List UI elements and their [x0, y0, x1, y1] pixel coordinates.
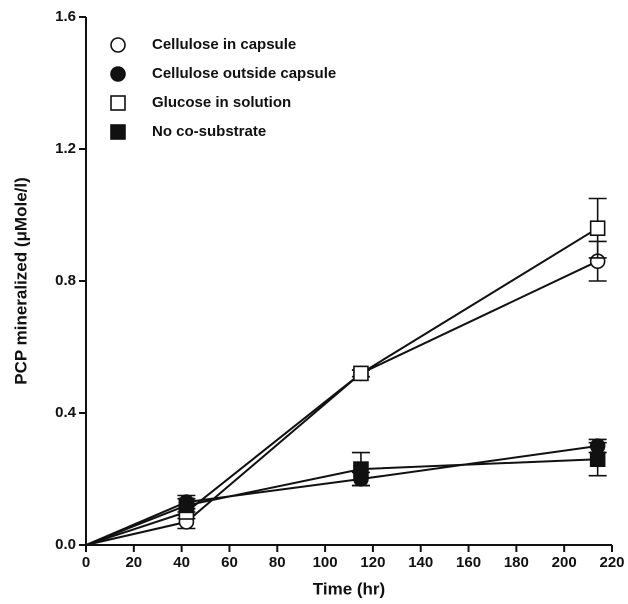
y-tick-label: 0.8 — [55, 272, 76, 289]
data-point — [353, 461, 369, 477]
series-line — [85, 458, 598, 546]
x-tick-label: 180 — [504, 554, 529, 571]
x-tick-label: 20 — [125, 554, 142, 571]
y-tick-label: 0.0 — [55, 536, 76, 553]
legend-marker — [110, 95, 126, 111]
data-point — [353, 365, 369, 382]
legend-label: Glucose in solution — [152, 94, 291, 111]
x-tick-label: 220 — [599, 554, 624, 571]
x-tick-label: 0 — [82, 554, 90, 571]
legend-marker — [110, 37, 126, 53]
x-tick-label: 80 — [269, 554, 286, 571]
x-tick-label: 60 — [221, 554, 238, 571]
series-line — [85, 445, 598, 546]
legend-marker — [110, 124, 126, 140]
legend-marker — [110, 66, 126, 82]
x-tick-label: 40 — [173, 554, 190, 571]
data-point — [589, 451, 606, 468]
x-tick-label: 160 — [456, 554, 481, 571]
x-tick-label: 120 — [360, 554, 385, 571]
legend-label: No co-substrate — [152, 123, 266, 140]
legend-label: Cellulose outside capsule — [152, 65, 336, 82]
x-axis-label: Time (hr) — [313, 579, 385, 598]
y-tick-label: 0.4 — [55, 404, 77, 421]
x-tick-label: 200 — [552, 554, 577, 571]
data-point — [589, 220, 606, 236]
data-point — [178, 497, 195, 514]
x-tick-label: 100 — [313, 554, 338, 571]
x-tick-label: 140 — [408, 554, 433, 571]
y-tick-label: 1.2 — [55, 140, 76, 157]
series-line — [85, 260, 599, 546]
y-tick-label: 1.6 — [55, 8, 76, 25]
series-line — [85, 227, 599, 546]
legend-label: Cellulose in capsule — [152, 36, 296, 53]
y-axis-label: PCP mineralized (μMole/l) — [11, 177, 30, 385]
